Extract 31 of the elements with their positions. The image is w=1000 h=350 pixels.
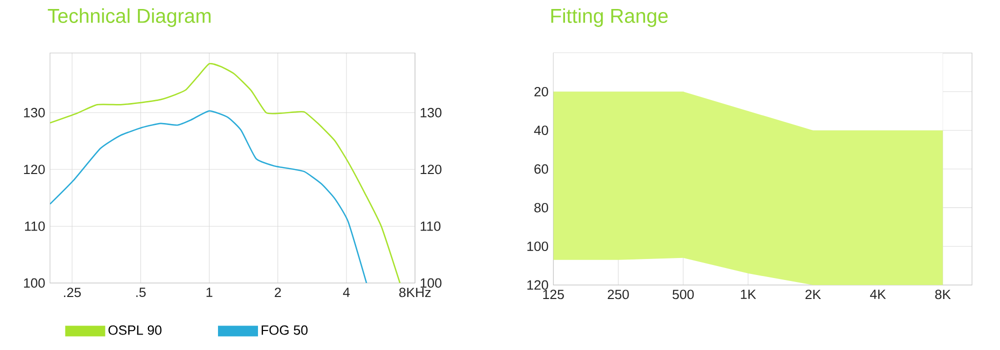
y-tick-label: 100	[24, 278, 45, 288]
y2-tick-label: 130	[420, 108, 442, 118]
x-tick-label: 2K	[805, 290, 821, 300]
y2-tick-label: 100	[420, 278, 442, 288]
y-tick-label: 120	[24, 164, 45, 174]
y2-tick-label: 110	[420, 221, 440, 231]
y-tick-label: 80	[534, 202, 548, 212]
x-tick-label: 1	[206, 288, 212, 297]
y-tick-label: 60	[534, 164, 548, 174]
x-tick-label: 2	[274, 288, 281, 298]
x-tick-label: 250	[608, 290, 629, 300]
x-tick-label: .25	[64, 288, 81, 298]
y2-tick-label: 120	[420, 164, 442, 174]
y-tick-label: 130	[24, 108, 45, 118]
chart-title: Fitting Range	[551, 8, 668, 27]
x-tick-label: .5	[136, 288, 146, 298]
x-tick-label: 1K	[740, 290, 756, 299]
y-tick-label: 120	[527, 280, 548, 290]
legend-label: FOG 50	[262, 325, 308, 335]
x-tick-label: 125	[543, 290, 564, 300]
x-tick-label: 8K	[935, 290, 951, 300]
x-tick-label: 4K	[870, 290, 886, 299]
y-tick-label: 20	[534, 86, 548, 96]
chart-title: Technical Diagram	[48, 8, 211, 27]
x-tick-label: 8KHz	[399, 288, 431, 298]
y-tick-label: 40	[534, 126, 548, 136]
y-tick-label: 100	[527, 242, 548, 252]
x-tick-label: 500	[672, 290, 694, 300]
x-tick-label: 4	[343, 288, 350, 297]
y-tick-label: 110	[25, 221, 45, 231]
legend-label: OSPL 90	[108, 325, 162, 335]
